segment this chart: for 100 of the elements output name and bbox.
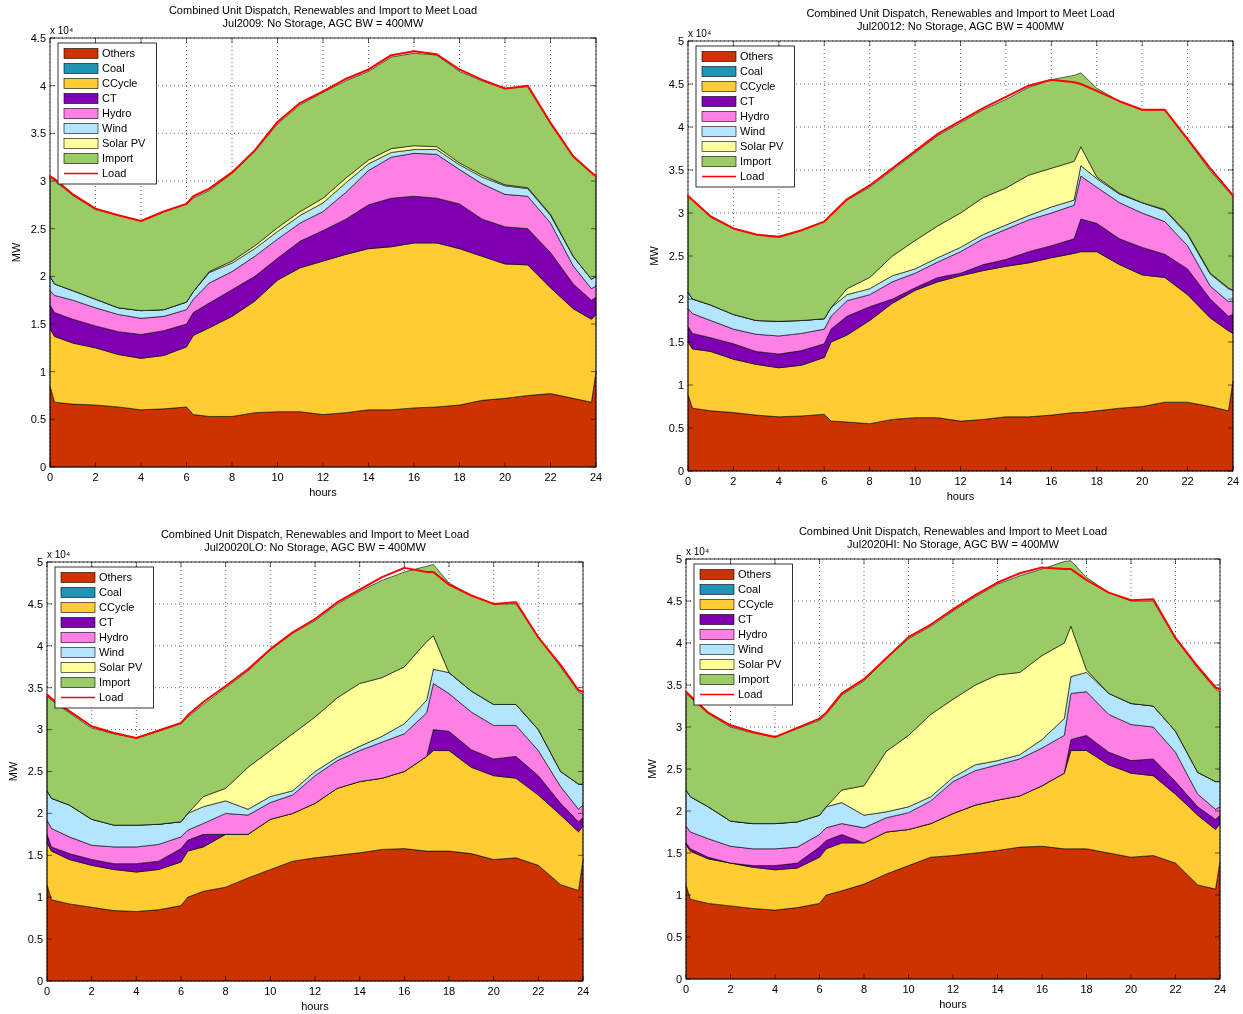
y-tick-label: 4.5 [30, 31, 46, 44]
y-tick-label: 2 [36, 807, 43, 820]
chart-subtitle: Jul20020LO: No Storage, AGC BW = 400MW [204, 541, 427, 553]
legend-label: Solar PV [740, 140, 785, 153]
x-tick-label: 6 [821, 475, 828, 487]
x-tick-label: 14 [362, 471, 375, 483]
x-tick-label: 20 [487, 985, 500, 997]
y-tick-label: 0.5 [27, 932, 43, 945]
y-tick-label: 1.5 [666, 846, 682, 859]
legend-label: CT [740, 95, 755, 108]
chart-title: Combined Unit Dispatch, Renewables and Import to Meet Load [160, 528, 470, 540]
y-tick-label: 1.5 [27, 849, 43, 862]
y-tick-label: 2 [677, 292, 684, 305]
y-axis-title: MW [646, 758, 658, 779]
y-tick-label: 5 [677, 34, 684, 47]
line-series [46, 566, 584, 739]
legend-label: Load [738, 688, 763, 701]
legend-label: Hydro [738, 628, 768, 641]
y-tick-label: 1 [677, 378, 684, 391]
text: x 10⁴ [686, 546, 710, 557]
x-tick-label: 24 [576, 985, 590, 997]
legend-label: CT [738, 613, 753, 626]
text: x 10⁴ [50, 25, 74, 36]
x-tick-label: 16 [407, 471, 421, 483]
x-tick-label: 14 [991, 983, 1004, 995]
x-tick-label: 12 [946, 983, 960, 995]
x-tick-label: 20 [498, 471, 512, 483]
legend-label: CCycle [738, 598, 774, 611]
x-tick-label: 14 [353, 985, 366, 997]
legend-label: Solar PV [99, 661, 144, 674]
y-tick-label: 4 [39, 79, 46, 92]
x-tick-label: 16 [1045, 475, 1058, 487]
y-tick-label: 1.5 [30, 317, 46, 330]
x-tick-label: 4 [771, 983, 779, 995]
x-tick-label: 4 [133, 985, 140, 997]
x-tick-label: 20 [1136, 475, 1149, 487]
legend-label: CT [102, 92, 117, 105]
y-tick-label: 3.5 [668, 163, 684, 176]
legend-label: CT [99, 616, 114, 629]
legend-label: Others [102, 47, 136, 60]
y-tick-label: 4 [677, 120, 684, 133]
chart-title: Combined Unit Dispatch, Renewables and Import to Meet Load [806, 7, 1115, 19]
y-tick-label: 4.5 [668, 77, 684, 90]
x-tick-label: 10 [271, 471, 284, 483]
x-tick-label: 2 [730, 475, 737, 487]
y-tick-label: 2.5 [27, 765, 43, 778]
y-tick-label: 0.5 [668, 421, 684, 434]
legend-label: CCycle [99, 601, 135, 614]
y-axis-title: MW [7, 761, 19, 782]
x-tick-label: 22 [1181, 475, 1194, 487]
x-tick-label: 24 [1226, 475, 1240, 487]
y-tick-label: 1 [675, 888, 682, 901]
legend-label: CCycle [102, 77, 138, 90]
x-tick-label: 6 [177, 985, 185, 997]
y-axis-title: MW [648, 245, 660, 266]
y-tick-label: 0 [675, 972, 682, 985]
y-tick-label: 0 [39, 460, 46, 473]
x-tick-label: 2 [92, 471, 99, 483]
legend-label: Wind [102, 122, 128, 135]
x-tick-label: 10 [908, 475, 922, 487]
line-series [49, 50, 597, 223]
legend-label: Others [738, 568, 772, 581]
legend-label: Load [740, 170, 765, 183]
legend-label: Import [740, 155, 772, 168]
x-tick-label: 10 [264, 985, 277, 997]
x-tick-label: 22 [1169, 983, 1182, 995]
chart-title: Combined Unit Dispatch, Renewables and Import to Meet Load [168, 4, 478, 16]
y-tick-label: 2 [39, 270, 46, 283]
x-tick-label: 6 [816, 983, 823, 995]
y-tick-label: 1.5 [668, 335, 684, 348]
legend-label: Hydro [102, 107, 132, 120]
legend-label: Coal [102, 62, 125, 75]
x-tick-label: 6 [183, 471, 190, 483]
y-tick-label: 0.5 [30, 413, 46, 426]
x-tick-label: 2 [727, 983, 734, 995]
legend-label: Coal [738, 583, 761, 596]
y-tick-label: 2.5 [668, 249, 684, 262]
line-series [687, 78, 1234, 239]
x-tick-label: 22 [532, 985, 545, 997]
line-series [685, 566, 1221, 739]
legend-label: Solar PV [738, 658, 783, 671]
y-tick-label: 5 [36, 555, 43, 568]
chart-subtitle: Jul2020HI: No Storage, AGC BW = 400MW [847, 538, 1060, 550]
x-tick-label: 4 [775, 475, 782, 487]
x-tick-label: 14 [999, 475, 1013, 487]
y-tick-label: 3 [39, 174, 46, 187]
x-tick-label: 8 [228, 471, 236, 483]
x-tick-label: 24 [1213, 983, 1227, 995]
legend-label: Others [740, 50, 774, 63]
y-tick-label: 3 [675, 720, 682, 733]
x-tick-label: 8 [860, 983, 868, 995]
legend-label: Solar PV [102, 137, 147, 150]
y-tick-label: 2.5 [666, 762, 682, 775]
legend-label: Import [738, 673, 770, 686]
y-tick-label: 3.5 [27, 681, 43, 694]
chart-subtitle: Jul2009: No Storage, AGC BW = 400MW [222, 17, 425, 29]
y-tick-label: 2 [675, 804, 682, 817]
legend-label: Load [99, 691, 124, 704]
y-tick-label: 3 [36, 723, 43, 736]
y-tick-label: 3.5 [666, 678, 682, 691]
